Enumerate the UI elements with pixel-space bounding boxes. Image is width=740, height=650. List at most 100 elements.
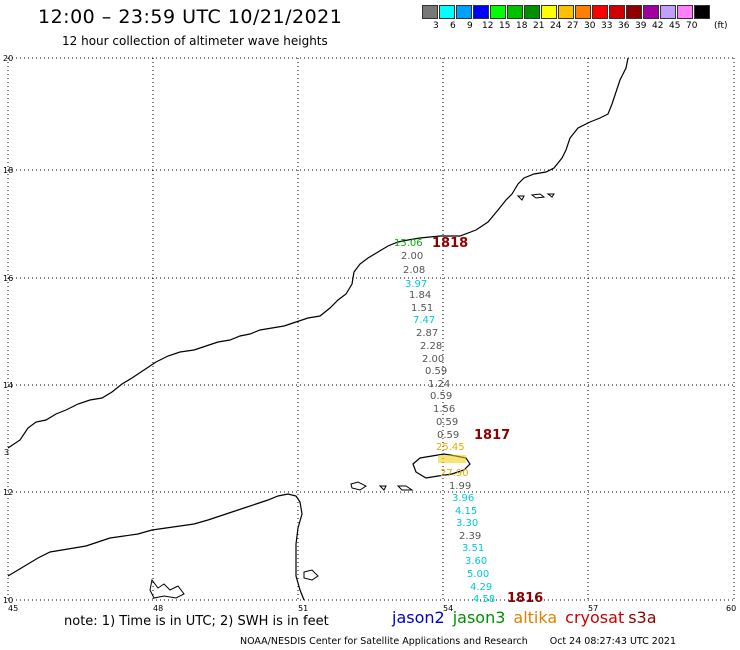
socotra-island [412,453,471,479]
wave-height-label: 2.00 [401,251,423,262]
legend-label: 27 [567,21,579,31]
wave-height-label: 0.59 [430,391,452,402]
wave-height-label: 2.87 [416,328,438,339]
map-grid [7,57,735,601]
legend-label: 3 [433,21,439,31]
satellite-name-jason2: jason2 [392,608,445,627]
wave-height-label: 2.00 [422,354,444,365]
track-time-label: 1818 [432,236,468,251]
legend-swatch [541,5,557,19]
satellite-name-cryosat: cryosat [565,608,625,627]
x-tick-label: 45 [8,604,18,613]
x-tick-label: 48 [153,604,163,613]
legend-label: 33 [601,21,613,31]
satellite-name-jason3: jason3 [452,608,506,627]
legend-label: 21 [533,21,545,31]
small-island [396,485,414,491]
wave-height-label: 15.06 [394,238,423,249]
coastline-main [7,57,629,449]
wave-height-label: 4.29 [470,582,492,593]
map-subtitle: 12 hour collection of altimeter wave hei… [62,34,328,48]
legend-label: 18 [516,21,528,31]
legend-label: 24 [550,21,562,31]
wave-height-label: 1.56 [433,404,455,415]
legend-label: 9 [467,21,473,31]
x-tick-label: 51 [298,604,308,613]
legend-label: 45 [669,21,681,31]
coastline [7,57,629,601]
legend-swatch [694,5,710,19]
credit-line: NOAA/NESDIS Center for Satellite Applica… [240,636,676,647]
wave-height-label: 4.58 [473,594,495,605]
legend-swatch [558,5,574,19]
legend-swatch [660,5,676,19]
wave-height-label: 2.28 [420,341,442,352]
satellite-name-altika: altika [513,608,558,627]
legend-swatches [422,5,734,19]
footnote: note: 1) Time is in UTC; 2) SWH is in fe… [64,614,329,629]
track-time-label: 1817 [474,428,510,443]
satellite-name-s3a: s3a [628,608,657,627]
y-tick-label: 10 [3,596,13,605]
legend-swatch [490,5,506,19]
legend-label: 30 [584,21,596,31]
coastline-fragment [303,569,319,581]
color-legend: 3 6 9 12 15 18 21 24 27 30 33 36 39 42 45 70 (ft) [422,5,734,37]
legend-swatch [422,5,438,19]
wave-height-label: 3.60 [465,556,487,567]
y-tick-label: 16 [3,274,13,283]
y-tick-label: 3 [4,448,9,457]
wave-height-label: 3.96 [452,493,474,504]
small-island [378,485,387,491]
wave-height-label: 4.15 [455,506,477,517]
axis-labels: 45 48 51 54 57 60 10 12 14 16 18 20 3 [3,54,736,613]
legend-labels: 3 6 9 12 15 18 21 24 27 30 33 36 39 42 45 70 (ft) [422,21,734,33]
coastline-fragment [149,578,185,599]
x-tick-label: 60 [726,604,736,613]
y-tick-label: 18 [3,166,13,175]
wave-height-label: 3.97 [405,279,427,290]
legend-swatch [456,5,472,19]
legend-swatch [439,5,455,19]
legend-label: 70 [686,21,698,31]
x-tick-label: 57 [588,604,598,613]
satellite-track: 15.06 2.00 2.08 3.971.84 1.517.47 2.87 2.28 2.0… [394,236,543,606]
small-island [546,193,555,198]
legend-swatch [592,5,608,19]
wave-height-label: 3.30 [456,518,478,529]
wave-height-label: 27.90 [440,468,469,479]
wave-height-label: 1.24 [428,379,450,390]
wave-height-label: 0.59 [437,430,459,441]
y-tick-label: 12 [3,488,13,497]
legend-label: 39 [635,21,647,31]
wave-height-label: 7.47 [413,315,435,326]
legend-label: 6 [450,21,456,31]
y-tick-label: 20 [3,54,13,63]
wave-height-label: 1.51 [411,303,433,314]
wave-height-label: 5.00 [467,569,489,580]
legend-swatch [473,5,489,19]
legend-label: 42 [652,21,664,31]
legend-label: 15 [499,21,511,31]
y-tick-label: 14 [3,381,13,390]
small-island [530,193,546,199]
small-island [516,195,525,201]
wave-height-label: 0.59 [436,417,458,428]
legend-swatch [575,5,591,19]
track-time-label: 1816 [507,591,543,606]
wave-height-label: 2.08 [403,265,425,276]
credit-text: NOAA/NESDIS Center for Satellite Applica… [240,636,528,647]
legend-swatch [626,5,642,19]
overlapping-labels-mark [438,455,466,463]
coastline-south [7,493,305,601]
legend-label: 36 [618,21,630,31]
wave-height-label: 1.84 [409,290,431,301]
legend-swatch [643,5,659,19]
wave-height-label: 1.99 [449,481,471,492]
map-title: 12:00 – 23:59 UTC 10/21/2021 [38,6,343,28]
legend-label: 12 [482,21,494,31]
legend-swatch [524,5,540,19]
legend-swatch [507,5,523,19]
wave-height-label: 0.59 [425,366,447,377]
